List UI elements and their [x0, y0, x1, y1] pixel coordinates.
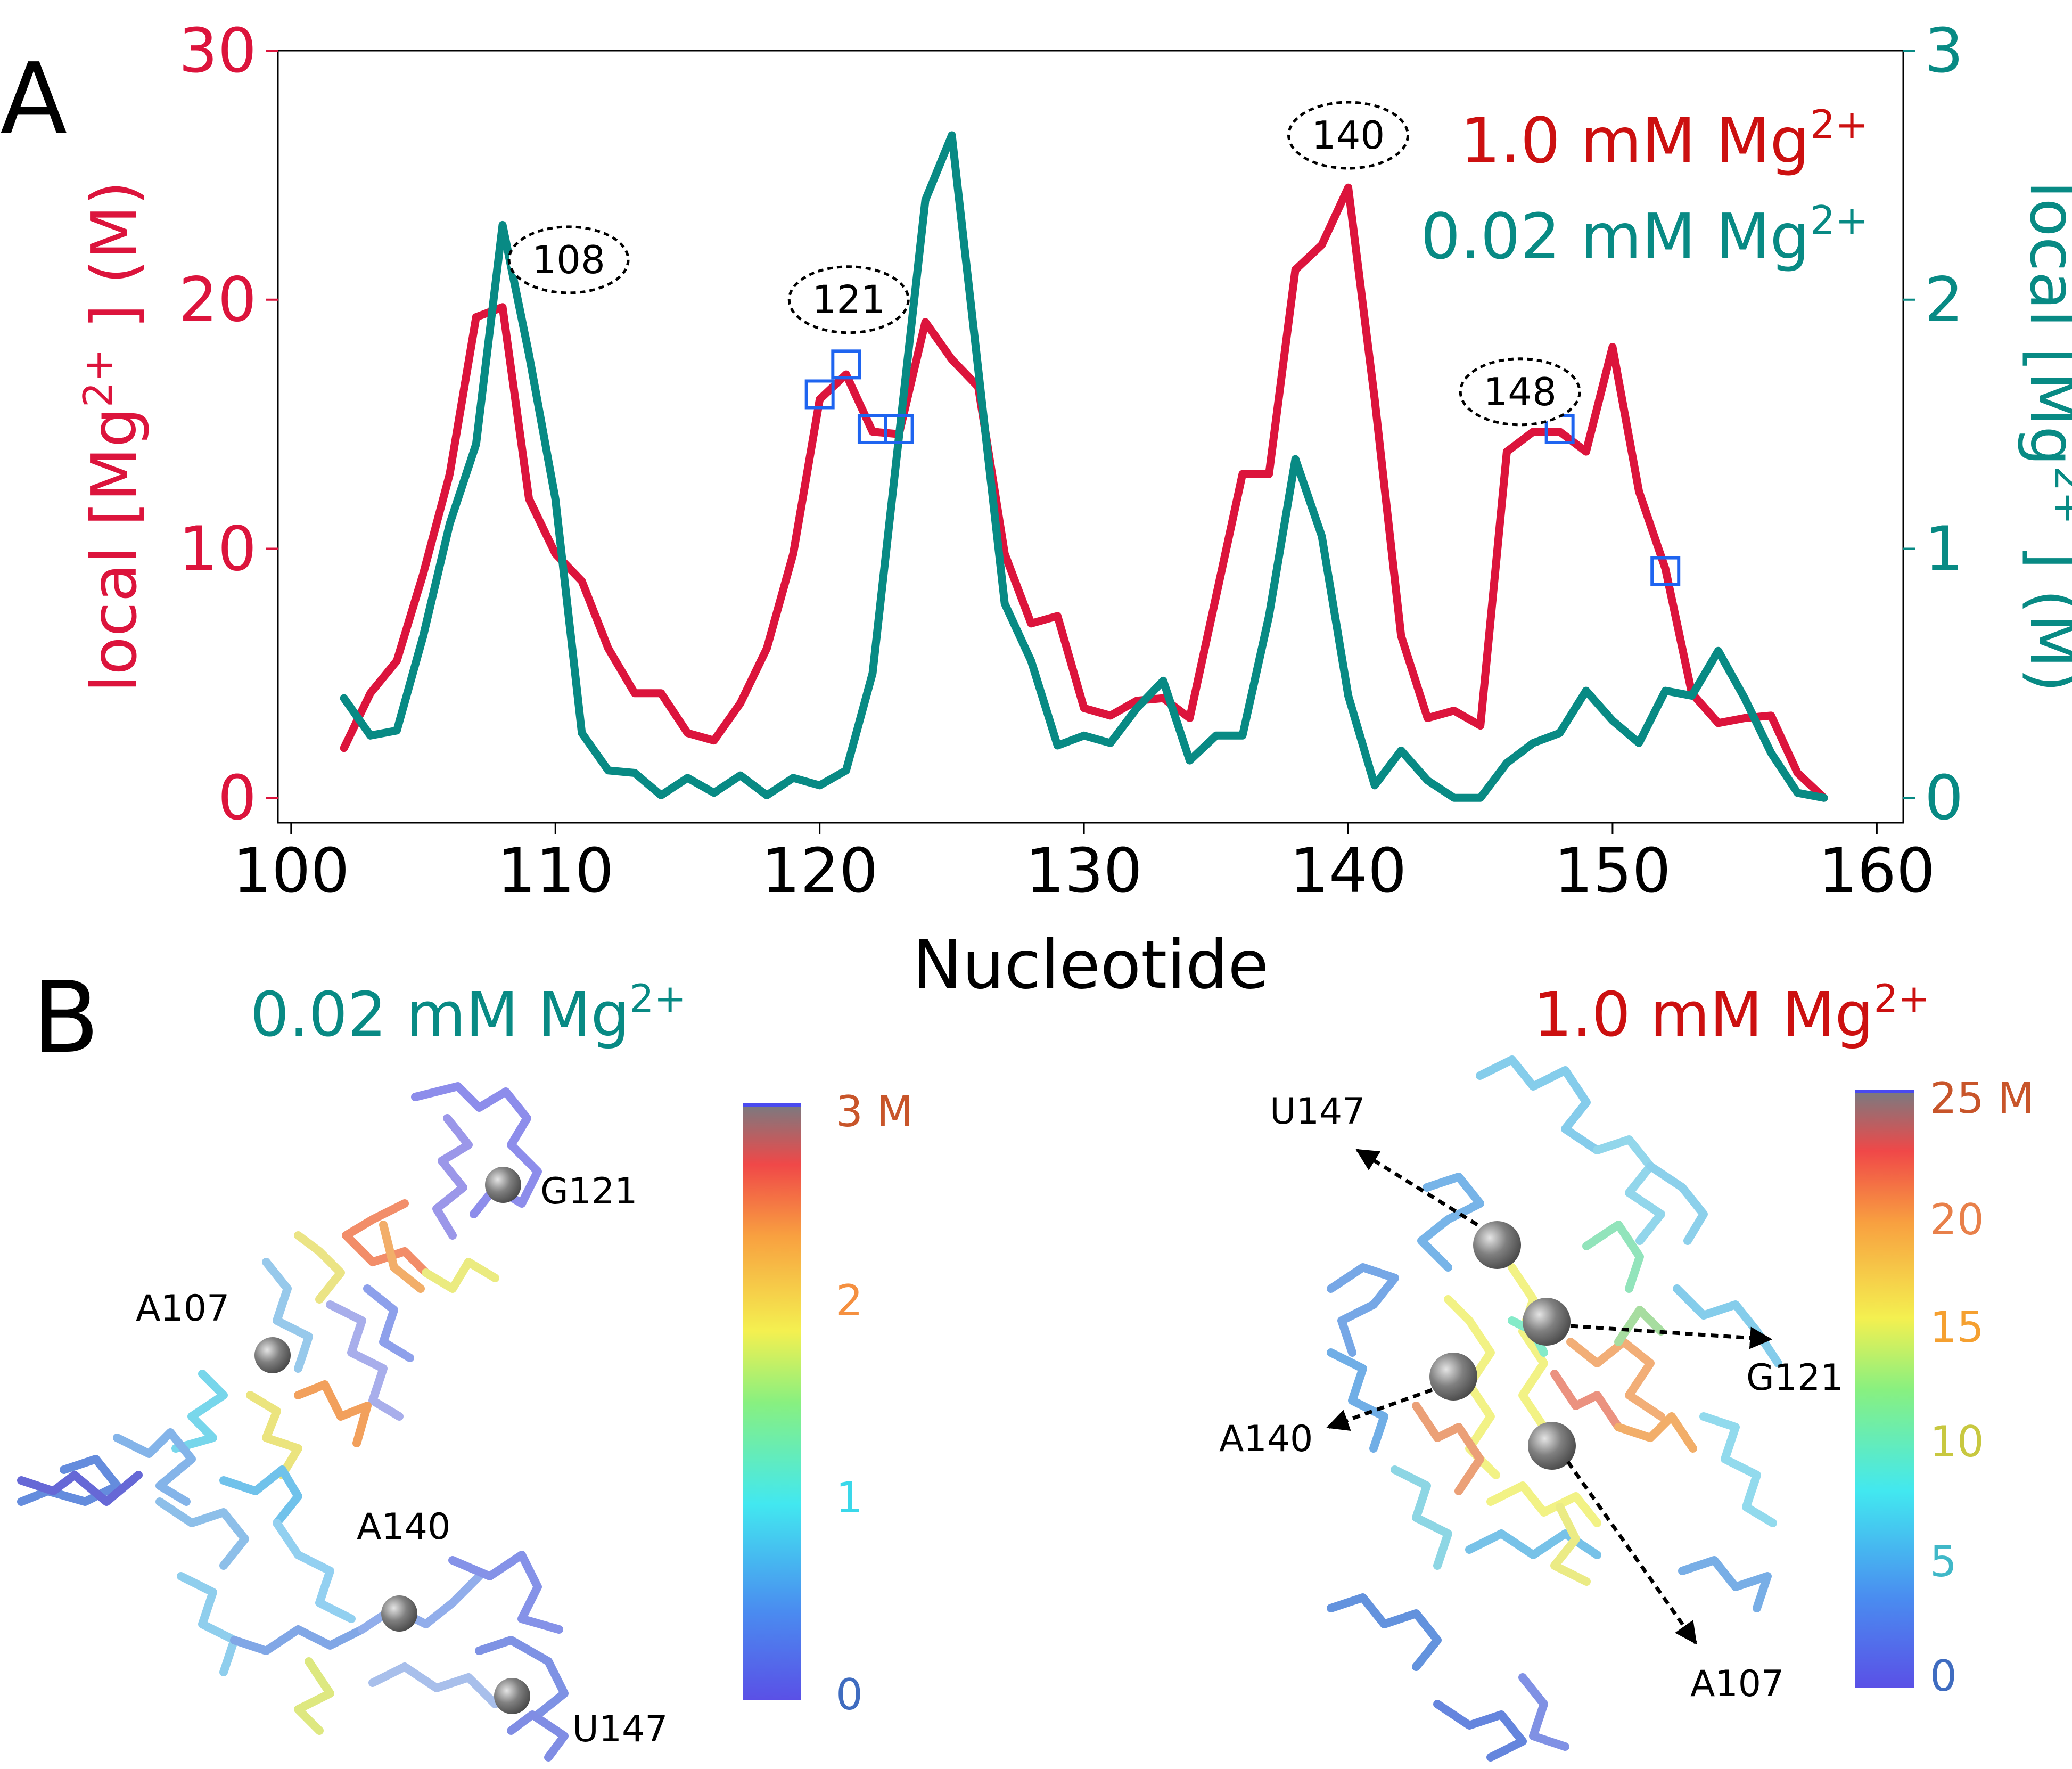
a140-sphere: [381, 1595, 417, 1632]
x-tick-label: 110: [497, 836, 614, 907]
residue-label: U147: [572, 1708, 668, 1750]
left-colorbar: 3 M 2 1 0: [743, 1087, 913, 1719]
legend-entry-high: 1.0 mM Mg2+: [1460, 101, 1869, 177]
legend-entry-low: 0.02 mM Mg2+: [1420, 197, 1869, 273]
rna-structure-low-mg: [17, 1082, 569, 1762]
series-line-low: [340, 131, 1828, 802]
chart-legend: 1.0 mM Mg2+ 0.02 mM Mg2+: [1420, 101, 1869, 273]
y-right-axis-label: local [Mg2+ ] (M): [2016, 181, 2072, 693]
a140-sphere: [1429, 1353, 1477, 1401]
y-left-tick-label: 10: [179, 513, 257, 585]
x-tick-label: 150: [1554, 836, 1671, 907]
square-marker: [831, 349, 861, 380]
annotation-ellipse: [1287, 101, 1410, 170]
u147-sphere: [1473, 1221, 1521, 1269]
y-right-tick-label: 2: [1925, 265, 1963, 336]
annotation-ellipse: [1459, 357, 1581, 427]
a107-sphere: [1528, 1422, 1576, 1470]
right-colorbar-tick: 10: [1930, 1417, 1984, 1467]
square-marker: [1650, 556, 1681, 586]
annotation-ellipse: [787, 265, 910, 334]
y-left-tick-label: 0: [218, 763, 257, 834]
square-marker: [804, 379, 835, 410]
y-left-axis-label: local [Mg2+ ] (M): [75, 181, 151, 693]
right-colorbar-tick: 20: [1930, 1195, 1984, 1244]
y-right-tick-label: 3: [1925, 15, 1963, 87]
left-colorbar-tick: 1: [836, 1473, 863, 1522]
right-colorbar-gradient: [1855, 1092, 1914, 1688]
chart-annotations: 108 121 140 148: [507, 101, 1581, 427]
panel-b-label: B: [32, 960, 100, 1075]
right-colorbar: 25 M 20 15 10 5 0: [1855, 1074, 2034, 1701]
annotation-label: 121: [812, 277, 885, 322]
y-right-tick-label: 0: [1925, 763, 1963, 834]
u147-sphere: [494, 1678, 530, 1714]
residue-label: A140: [1219, 1418, 1313, 1460]
g121-sphere: [1523, 1298, 1571, 1346]
residue-arrows: [1326, 1149, 1773, 1645]
y-left-tick-label: 30: [179, 15, 257, 87]
right-colorbar-tick: 5: [1930, 1537, 1957, 1586]
annotation-label: 140: [1312, 113, 1385, 158]
chart-series: [340, 131, 1828, 802]
right-colorbar-tick: 25 M: [1930, 1074, 2034, 1123]
left-colorbar-tick: 3 M: [836, 1087, 913, 1136]
g121-sphere: [485, 1167, 521, 1203]
x-tick-label: 120: [761, 836, 878, 907]
annotation-label: 108: [532, 237, 605, 282]
x-tick-label: 130: [1025, 836, 1142, 907]
x-tick-label: 100: [233, 836, 350, 907]
x-tick-label: 160: [1819, 836, 1936, 907]
series-line-high: [340, 183, 1828, 802]
panel-b-left-title: 0.02 mM Mg2+: [250, 976, 686, 1051]
a107-sphere: [254, 1337, 291, 1373]
residue-label: A140: [357, 1506, 450, 1548]
plot-frame: [277, 50, 1904, 824]
right-colorbar-tick: 15: [1930, 1303, 1984, 1352]
y-left-tick-label: 20: [179, 265, 257, 336]
residue-label: A107: [136, 1288, 229, 1330]
left-colorbar-tick: 0: [836, 1670, 863, 1719]
chart-axes: 100 110 120 130 140 150 160 Nucleotide 0 10 20 30 0 1…: [75, 15, 2072, 1004]
residue-label: A107: [1690, 1663, 1784, 1705]
x-axis-label: Nucleotide: [912, 927, 1269, 1004]
left-colorbar-tick: 2: [836, 1276, 863, 1325]
line-chart: 100 110 120 130 140 150 160 Nucleotide 0 10 20 30 0 1…: [75, 15, 2072, 1004]
square-marker: [884, 414, 914, 444]
rna-structure-high-mg: [1327, 1055, 1782, 1762]
annotation-label: 148: [1483, 370, 1556, 414]
residue-label: G121: [1746, 1357, 1843, 1399]
panel-b-right-title: 1.0 mM Mg2+: [1533, 976, 1930, 1051]
annotation-ellipse: [507, 225, 630, 294]
right-colorbar-tick: 0: [1930, 1651, 1957, 1701]
panel-a-label: A: [0, 42, 68, 157]
y-right-tick-label: 1: [1925, 513, 1963, 585]
residue-label: G121: [540, 1170, 637, 1213]
left-colorbar-gradient: [743, 1105, 801, 1700]
residue-label: U147: [1270, 1091, 1366, 1133]
x-tick-label: 140: [1290, 836, 1407, 907]
